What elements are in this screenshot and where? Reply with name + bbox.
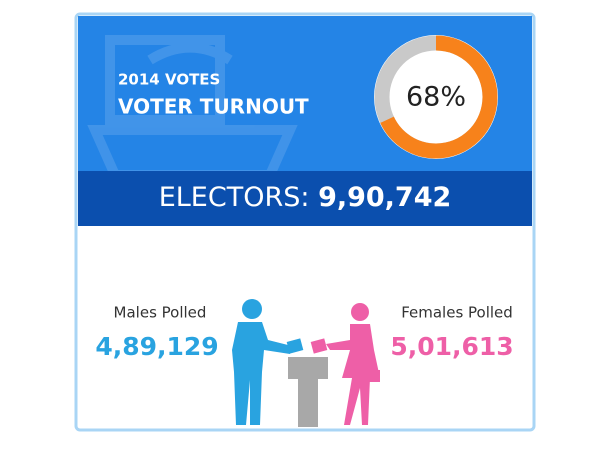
females-value: 5,01,613 bbox=[390, 332, 513, 361]
ballot-box bbox=[288, 357, 328, 427]
electors-band bbox=[78, 171, 532, 226]
males-label: Males Polled bbox=[114, 304, 207, 322]
donut-arc bbox=[374, 35, 498, 159]
electors: ELECTORS: 9,90,742 bbox=[159, 182, 452, 213]
turnout-label: 68% bbox=[406, 82, 466, 113]
females-label: Females Polled bbox=[401, 304, 513, 322]
title: VOTER TURNOUT bbox=[118, 95, 309, 119]
electors-value: 9,90,742 bbox=[318, 182, 451, 213]
electors-label: ELECTORS: bbox=[159, 182, 310, 213]
donut-outline bbox=[374, 35, 498, 159]
male-figure bbox=[232, 299, 304, 425]
males-value: 4,89,129 bbox=[95, 332, 218, 361]
subtitle: 2014 VOTES bbox=[118, 71, 220, 89]
female-figure bbox=[310, 303, 380, 425]
